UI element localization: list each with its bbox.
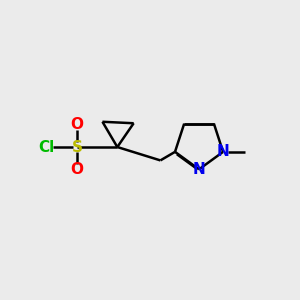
Text: Cl: Cl bbox=[38, 140, 54, 154]
Text: O: O bbox=[71, 117, 84, 132]
Text: O: O bbox=[71, 162, 84, 177]
Text: N: N bbox=[217, 144, 230, 159]
Text: S: S bbox=[72, 140, 83, 154]
Text: N: N bbox=[193, 162, 206, 177]
